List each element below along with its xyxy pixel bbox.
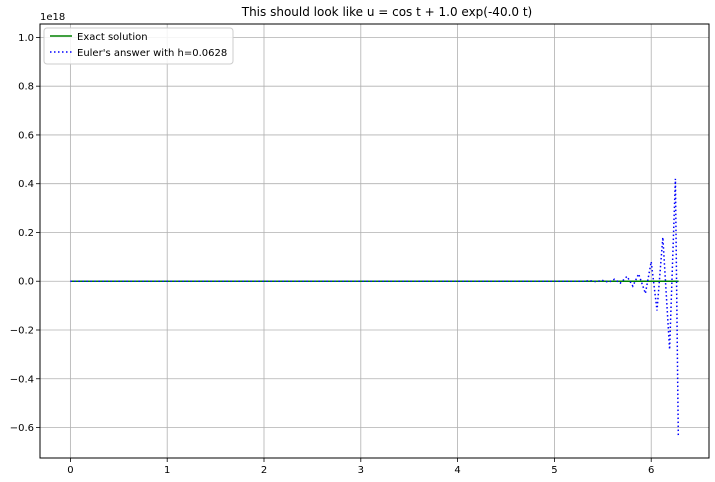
legend-box — [43, 27, 234, 65]
x-tick-label: 4 — [454, 465, 460, 476]
y-tick-label: −0.2 — [10, 325, 34, 336]
series-layer — [70, 178, 680, 438]
chart-title: This should look like u = cos t + 1.0 ex… — [241, 5, 532, 19]
x-tick-label: 1 — [164, 465, 170, 476]
y-tick-label: −0.6 — [10, 423, 34, 434]
y-offset-label: 1e18 — [40, 12, 65, 23]
x-tick-label: 3 — [358, 465, 364, 476]
series-line-euler — [70, 178, 680, 438]
x-tick-label: 0 — [67, 465, 73, 476]
y-tick-label: 0.8 — [18, 82, 34, 93]
y-tick-label: 1.0 — [18, 33, 34, 44]
y-tick-label: 0.4 — [18, 179, 34, 190]
legend: Exact solution Euler's answer with h=0.0… — [43, 27, 234, 65]
y-tick-label: 0.2 — [18, 228, 34, 239]
x-tick-label: 2 — [261, 465, 267, 476]
plot-frame — [39, 23, 710, 459]
axis-ticks: 0 1 2 3 4 5 6 −0.6 −0.4 −0.2 0.0 0.2 0.4 0.6 0.8 1.0 — [10, 33, 655, 476]
legend-label-exact: Exact solution — [77, 32, 148, 43]
y-tick-label: 0.6 — [18, 130, 34, 141]
x-tick-label: 6 — [648, 465, 654, 476]
y-tick-label: −0.4 — [10, 374, 34, 385]
x-tick-label: 5 — [551, 465, 557, 476]
legend-label-euler: Euler's answer with h=0.0628 — [77, 48, 227, 59]
y-tick-label: 0.0 — [18, 277, 34, 288]
